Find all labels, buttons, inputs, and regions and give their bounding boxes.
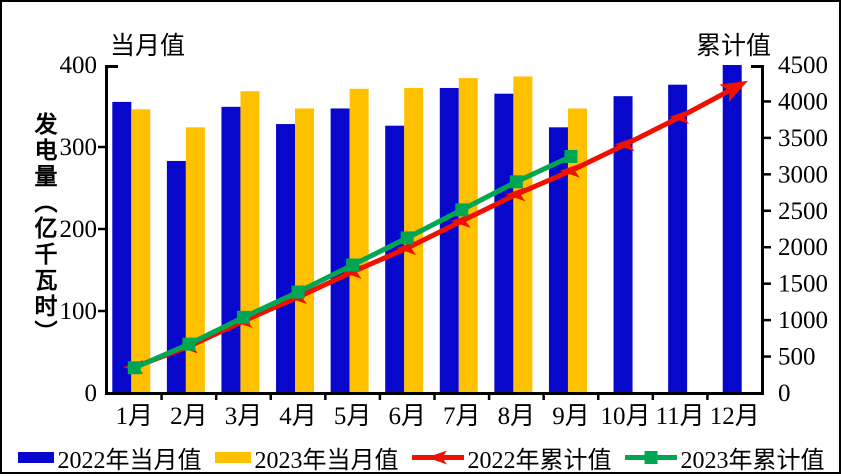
marker-square-2023: [455, 203, 469, 217]
month-label: 5月: [334, 403, 372, 430]
bar-2022-2月: [166, 160, 186, 393]
left-axis-tick-label: 100: [60, 298, 98, 325]
left-axis-tick-label: 0: [85, 380, 98, 407]
bar-2022-8月: [494, 93, 514, 393]
bar-2022-7月: [439, 87, 459, 394]
left-axis-tick-label: 400: [60, 52, 98, 79]
bar-2022-12月: [722, 65, 742, 393]
right-axis-tick-label: 2000: [778, 234, 828, 261]
month-label: 6月: [388, 403, 426, 430]
right-axis-tick-label: 1500: [778, 271, 828, 298]
legend-item-2023-monthly: 2023年当月值: [214, 440, 399, 475]
marker-square-2023: [509, 175, 523, 189]
marker-arrow-2022: [669, 109, 690, 124]
right-axis-tick-label: 1000: [778, 307, 828, 334]
bar-2022-6月: [385, 125, 405, 394]
legend-label-2022-monthly: 2022年当月值: [57, 447, 202, 474]
legend-swatch-line-2023: [624, 450, 677, 464]
bar-2023-9月: [567, 108, 587, 394]
marker-square-2023: [127, 361, 141, 375]
month-label: 7月: [443, 403, 481, 430]
legend-swatch-line-2022: [411, 450, 464, 464]
right-axis-tick-label: 0: [778, 380, 791, 407]
right-axis-tick-label: 4500: [778, 52, 828, 79]
bar-2022-9月: [548, 127, 568, 393]
bar-2022-4月: [276, 124, 296, 393]
marker-arrow-2022: [559, 163, 580, 178]
marker-end-arrow-2022: [719, 80, 748, 103]
bar-2023-7月: [458, 78, 478, 394]
right-axis-tick-label: 4000: [778, 88, 828, 115]
marker-arrow-2022: [450, 213, 471, 228]
cumulative-line-2022: [133, 85, 736, 370]
marker-square-2023: [182, 337, 196, 351]
right-axis-tick-label: 500: [778, 344, 816, 371]
month-label: 10月: [601, 403, 651, 430]
marker-square-2023: [236, 310, 250, 324]
legend: 2022年当月值 2023年当月值 2022年累计值 2023年累计值: [2, 440, 839, 475]
marker-arrow-2022: [505, 187, 526, 202]
right-axis-tick-label: 3500: [778, 125, 828, 152]
bar-2023-3月: [240, 91, 260, 394]
month-label: 1月: [116, 403, 154, 430]
month-label: 2月: [170, 403, 208, 430]
legend-item-2022-cumulative: 2022年累计值: [411, 440, 612, 475]
marker-arrow-2022: [614, 137, 635, 152]
marker-square-2023: [564, 149, 578, 163]
legend-label-2023-monthly: 2023年当月值: [254, 447, 399, 474]
month-label: 3月: [225, 403, 263, 430]
legend-item-2022-monthly: 2022年当月值: [17, 440, 202, 475]
month-label: 12月: [710, 403, 760, 430]
left-axis-tick-label: 200: [60, 216, 98, 243]
y-axis-title: 发电量（亿千瓦时）: [31, 112, 56, 346]
marker-square-2023: [400, 231, 414, 245]
bar-2022-11月: [668, 84, 688, 394]
bar-2022-1月: [112, 101, 132, 394]
left-axis-unit-title: 当月值: [110, 33, 186, 60]
legend-label-2023-cumulative: 2023年累计值: [680, 447, 825, 474]
right-axis-unit-title: 累计值: [696, 33, 772, 60]
marker-square-2023: [291, 285, 305, 299]
legend-label-2022-cumulative: 2022年累计值: [467, 447, 612, 474]
month-label: 8月: [498, 403, 536, 430]
bar-2022-3月: [221, 106, 241, 393]
left-axis-tick-label: 300: [60, 134, 98, 161]
legend-item-2023-cumulative: 2023年累计值: [624, 440, 825, 475]
right-axis-tick-label: 2500: [778, 198, 828, 225]
bar-2023-4月: [295, 108, 315, 394]
month-label: 11月: [656, 403, 705, 430]
bar-2022-10月: [613, 96, 633, 393]
right-axis-tick-label: 3000: [778, 161, 828, 188]
month-label: 4月: [279, 403, 317, 430]
bar-2022-5月: [330, 108, 350, 394]
marker-square-2023: [346, 258, 360, 272]
legend-swatch-bar-2023: [214, 451, 251, 463]
marker-arrow-2022: [396, 241, 417, 256]
bar-2023-1月: [131, 109, 151, 393]
month-label: 9月: [552, 403, 590, 430]
bar-2023-5月: [349, 88, 369, 393]
legend-swatch-bar-2022: [17, 451, 54, 463]
bar-2023-2月: [185, 127, 205, 393]
bar-2023-8月: [513, 76, 533, 393]
